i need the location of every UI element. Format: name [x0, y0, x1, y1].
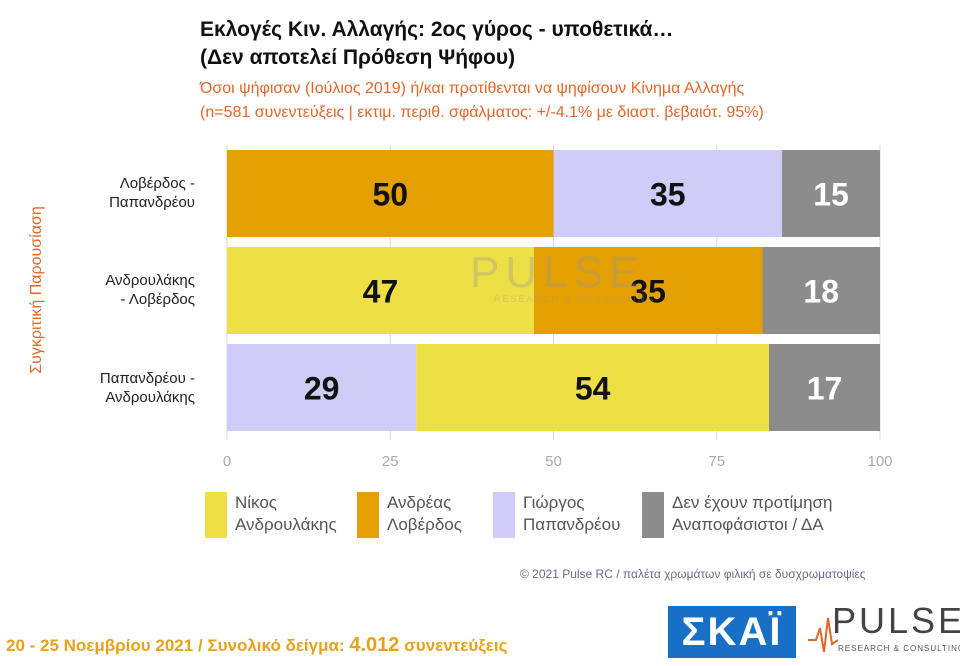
x-tick-label-100: 100	[867, 453, 892, 470]
bar-segment-row1-papandreou	[553, 150, 783, 237]
category-label-2-line1: Ανδρουλάκης	[105, 272, 195, 289]
data-label-row3-androulakis: 54	[575, 371, 611, 407]
chart-title-line1: Εκλογές Κιν. Αλλαγής: 2ος γύρος - υποθετ…	[200, 18, 674, 41]
stacked-bar-chart: 0 25 50 75 100 50 35 15 47 35 18 29 54 17	[223, 145, 893, 470]
x-tick-label-50: 50	[545, 453, 562, 470]
legend-label-androulakis: Νίκος Ανδρουλάκης	[235, 492, 337, 536]
data-label-row1-loverdos: 50	[372, 177, 408, 213]
footer-dates: 20 - 25 Νοεμβρίου 2021	[6, 636, 194, 655]
pulse-logo-name: PULSE	[832, 600, 960, 641]
bar-segment-row3-none	[768, 344, 880, 431]
chart-title-line2: (Δεν αποτελεί Πρόθεση Ψήφου)	[200, 46, 516, 69]
footer-sample-label: Συνολικό δείγμα:	[207, 636, 345, 655]
footer-sample-unit: συνεντεύξεις	[404, 636, 508, 655]
legend-swatch-papandreou	[493, 492, 515, 538]
legend-label-loverdos: Ανδρέας Λοβέρδος	[387, 492, 462, 536]
legend-label-papandreou-line2: Παπανδρέου	[523, 515, 621, 534]
category-label-3-line2: Ανδρουλάκης	[105, 389, 195, 406]
footer-separator: /	[197, 636, 203, 655]
legend-item-androulakis: Νίκος Ανδρουλάκης	[205, 492, 337, 538]
x-tick-label-0: 0	[223, 453, 231, 470]
category-label-2: Ανδρουλάκης - Λοβέρδος	[45, 271, 195, 309]
legend-item-papandreou: Γιώργος Παπανδρέου	[493, 492, 620, 538]
data-label-row2-androulakis: 47	[363, 274, 399, 310]
pulse-heartbeat-icon	[808, 617, 838, 653]
legend-label-papandreou-line1: Γιώργος	[523, 493, 585, 512]
bar-segment-row2-none	[762, 247, 880, 334]
data-label-row2-loverdos: 35	[630, 274, 666, 310]
bar-segment-row2-loverdos	[533, 247, 763, 334]
chart-subtitle-line1: Όσοι ψήφισαν (Ιούλιος 2019) ή/και προτίθ…	[200, 80, 745, 97]
legend-label-none: Δεν έχουν προτίμηση Αναποφάσιστοι / ΔΑ	[672, 492, 832, 536]
legend-label-androulakis-line2: Ανδρουλάκης	[235, 515, 337, 534]
x-tick-label-75: 75	[708, 453, 725, 470]
pulse-logo: PULSE RESEARCH & CONSULTING	[808, 600, 960, 660]
bar-segment-row1-none	[782, 150, 880, 237]
legend-label-loverdos-line2: Λοβέρδος	[387, 515, 462, 534]
footer-info: 20 - 25 Νοεμβρίου 2021 / Συνολικό δείγμα…	[6, 634, 507, 657]
skai-logo: ΣΚΑΪ	[668, 606, 796, 658]
x-tick-label-25: 25	[382, 453, 399, 470]
category-label-1-line2: Παπανδρέου	[109, 194, 195, 211]
footer-sample-value: 4.012	[349, 634, 400, 656]
category-label-3: Παπανδρέου - Ανδρουλάκης	[45, 369, 195, 407]
data-label-row2-none: 18	[803, 274, 839, 310]
legend-label-androulakis-line1: Νίκος	[235, 493, 277, 512]
data-label-row3-none: 17	[807, 371, 843, 407]
legend-item-none: Δεν έχουν προτίμηση Αναποφάσιστοι / ΔΑ	[642, 492, 832, 538]
legend-item-loverdos: Ανδρέας Λοβέρδος	[357, 492, 462, 538]
category-label-3-line1: Παπανδρέου -	[99, 370, 195, 387]
data-label-row1-none: 15	[813, 177, 849, 213]
legend-label-loverdos-line1: Ανδρέας	[387, 493, 452, 512]
data-label-row3-papandreou: 29	[304, 371, 340, 407]
category-label-1: Λοβέρδος - Παπανδρέου	[45, 174, 195, 212]
legend-swatch-none	[642, 492, 664, 538]
category-label-1-line1: Λοβέρδος -	[119, 175, 195, 192]
data-label-row1-papandreou: 35	[650, 177, 686, 213]
legend-label-none-line2: Αναποφάσιστοι / ΔΑ	[672, 515, 824, 534]
legend-swatch-androulakis	[205, 492, 227, 538]
chart-subtitle-line2: (n=581 συνεντεύξεις | εκτιμ. περιθ. σφάλ…	[200, 104, 764, 121]
legend-label-none-line1: Δεν έχουν προτίμηση	[672, 493, 833, 512]
bar-segment-row2-androulakis	[227, 247, 534, 334]
category-label-2-line2: - Λοβέρδος	[120, 291, 195, 308]
bar-segment-row1-loverdos	[227, 150, 554, 237]
bar-segment-row3-androulakis	[416, 344, 769, 431]
copyright-note: © 2021 Pulse RC / παλέτα χρωμάτων φιλική…	[520, 567, 866, 581]
bar-segment-row3-papandreou	[227, 344, 417, 431]
legend-swatch-loverdos	[357, 492, 379, 538]
legend-label-papandreou: Γιώργος Παπανδρέου	[523, 492, 620, 536]
pulse-logo-sub: RESEARCH & CONSULTING	[838, 644, 960, 653]
